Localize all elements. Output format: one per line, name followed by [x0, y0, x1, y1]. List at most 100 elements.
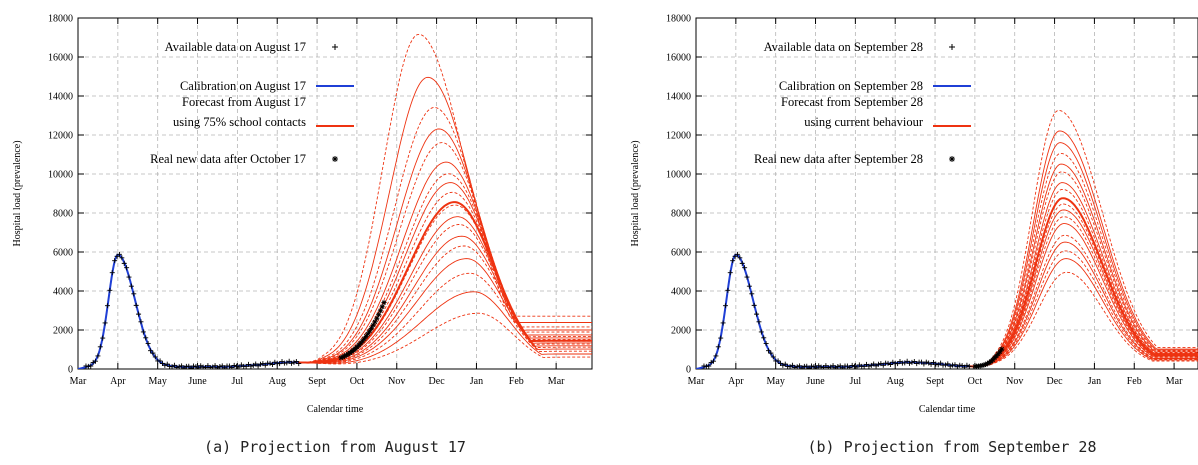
data-point-plus: [966, 363, 972, 369]
data-point-plus: [945, 361, 951, 367]
calibration-curve: [696, 253, 970, 369]
data-point-plus: [291, 359, 297, 365]
data-point-plus: [942, 362, 948, 368]
data-point-plus: [145, 341, 151, 347]
data-point-plus: [126, 274, 132, 280]
data-point-plus: [770, 354, 776, 360]
data-point-plus: [909, 359, 915, 365]
x-tick-label: Feb: [1127, 376, 1142, 387]
y-axis-label: Hospital load (prevalence): [12, 140, 23, 246]
data-point-plus: [866, 363, 872, 369]
x-tick-label: June: [806, 376, 825, 387]
data-point-plus: [887, 362, 893, 368]
legend-label: Available data on August 17: [165, 40, 306, 54]
data-point-star: [984, 361, 991, 367]
chart-panel-b: 0 2000 4000 6000 8000 10000 12000 14000 16000 180…: [630, 14, 1198, 456]
data-point-plus: [739, 260, 745, 266]
forecast-quantile-line: [283, 142, 592, 364]
data-point-plus: [737, 255, 743, 261]
x-tick-label: Jan: [470, 376, 483, 387]
y-tick-label: 12000: [48, 131, 73, 142]
data-point-plus: [214, 365, 220, 369]
data-point-plus: [191, 363, 197, 369]
data-point-plus: [746, 283, 752, 289]
data-point-star: [367, 328, 373, 334]
forecast-line: [283, 291, 592, 364]
x-tick-label: Oct: [968, 376, 983, 387]
data-point-plus: [835, 364, 841, 369]
y-tick-label: 6000: [53, 248, 73, 259]
forecast-line: [954, 223, 1198, 367]
y-tick-label: 14000: [666, 92, 691, 103]
forecast-quantile-line: [283, 272, 592, 364]
y-tick-label: 18000: [666, 14, 691, 25]
legend-label: Available data on September 28: [764, 40, 923, 54]
data-marker-star: [332, 156, 338, 162]
data-point-plus: [102, 320, 108, 326]
data-point-star: [368, 325, 375, 331]
data-point-star: [370, 322, 376, 328]
x-tick-label: June: [188, 376, 207, 387]
data-point-star: [341, 353, 348, 359]
data-point-plus: [768, 350, 774, 356]
data-point-plus: [938, 360, 944, 366]
forecast-line: [954, 241, 1198, 367]
data-point-plus: [756, 319, 762, 325]
forecast-quantile-line: [954, 216, 1198, 367]
data-point-plus: [711, 358, 717, 364]
data-point-plus: [133, 302, 139, 308]
data-point-plus: [720, 320, 726, 326]
data-point-star: [363, 333, 369, 340]
data-point-star: [379, 304, 385, 310]
data-point-plus: [708, 359, 714, 365]
forecast-line: [954, 197, 1198, 368]
legend: Available data on August 17 Calibration o…: [150, 40, 354, 166]
x-tick-label: Dec: [1047, 376, 1064, 387]
data-point-plus: [933, 361, 939, 367]
forecast-line: [283, 161, 592, 364]
data-point-plus: [847, 365, 853, 369]
data-point-plus: [775, 358, 781, 364]
data-point-plus: [277, 361, 283, 367]
forecast-quantile-line: [954, 152, 1198, 367]
forecast-line: [283, 76, 592, 364]
x-tick-label: Jul: [850, 376, 862, 387]
data-point-plus: [947, 363, 953, 369]
forecast-quantile-line: [954, 109, 1198, 367]
x-tick-label: Mar: [688, 376, 705, 387]
data-point-plus: [892, 360, 898, 366]
data-point-plus: [90, 359, 96, 365]
forecast-line: [954, 258, 1198, 367]
data-point-plus: [119, 255, 125, 261]
forecast-line: [954, 142, 1198, 367]
y-tick-label: 8000: [671, 209, 691, 220]
data-point-plus: [952, 362, 958, 368]
data-point-plus: [109, 270, 115, 276]
data-point-plus: [725, 287, 731, 293]
data-point-plus: [112, 258, 118, 264]
x-tick-label: Feb: [509, 376, 524, 387]
y-tick-label: 16000: [48, 53, 73, 64]
data-marker-star: [949, 156, 955, 162]
y-tick-label: 8000: [53, 209, 73, 220]
plot-frame: [77, 17, 593, 370]
data-point-plus: [176, 364, 182, 369]
data-point-plus: [97, 344, 103, 350]
data-point-plus: [742, 265, 748, 271]
data-point-plus: [789, 362, 795, 368]
data-point-star: [359, 338, 366, 344]
x-tick-label: Mar: [70, 376, 87, 387]
data-point-plus: [116, 251, 122, 257]
data-point-plus: [148, 348, 154, 354]
legend: Available data on September 28 Calibratio…: [754, 40, 971, 166]
data-point-plus: [964, 362, 970, 368]
data-point-plus: [152, 354, 158, 360]
legend-label: Calibration on August 17: [180, 79, 306, 93]
y-tick-label: 10000: [666, 170, 691, 181]
data-point-plus: [171, 362, 177, 368]
y-tick-label: 4000: [671, 287, 691, 298]
x-tick-label: Jan: [1088, 376, 1101, 387]
data-point-star: [361, 336, 367, 342]
forecast-quantile-line: [954, 203, 1198, 367]
